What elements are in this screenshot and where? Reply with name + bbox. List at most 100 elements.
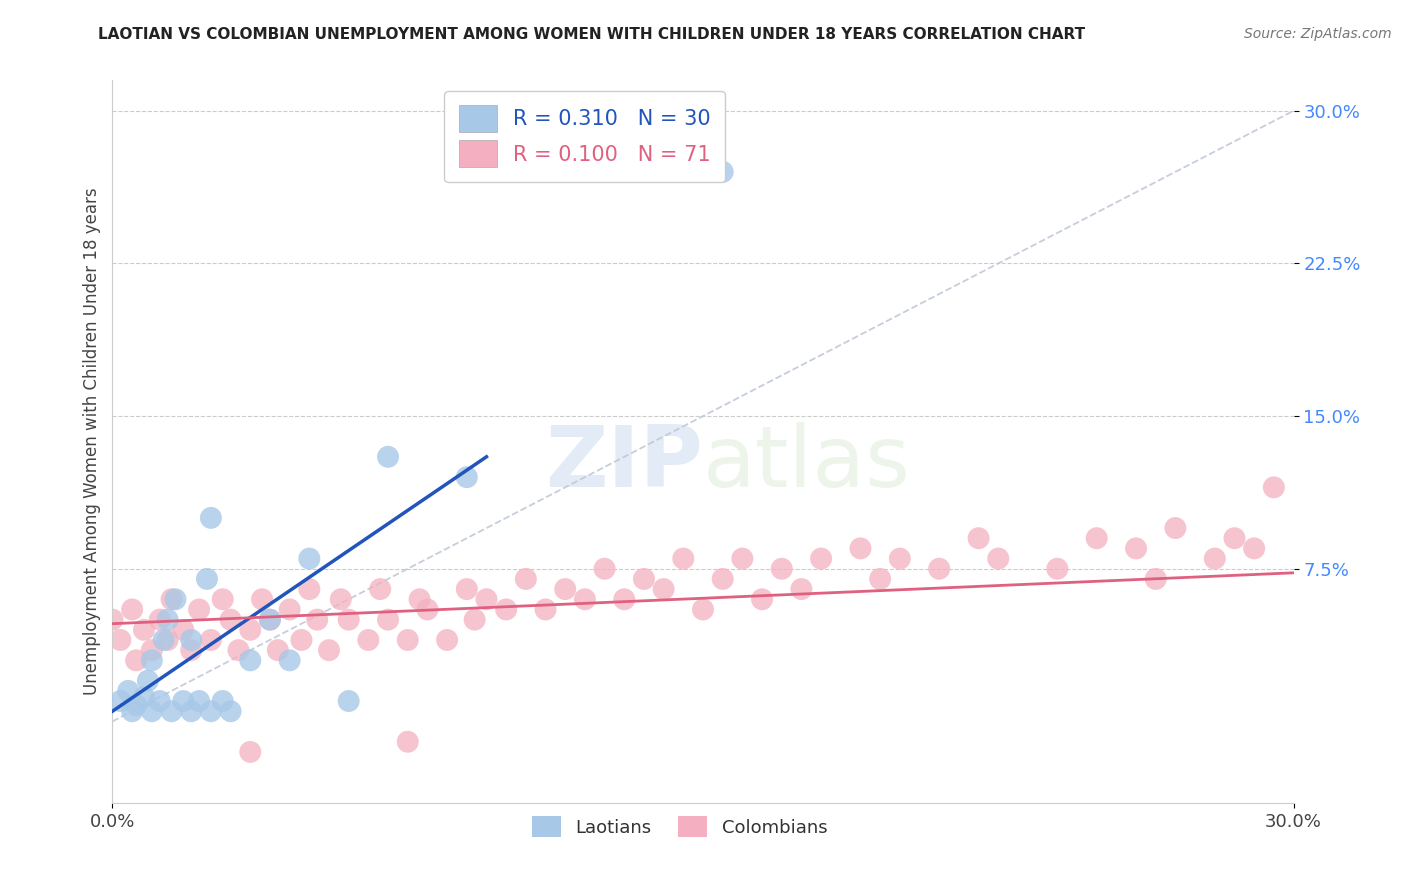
- Point: [250, 592, 273, 607]
- Point: [368, 582, 391, 596]
- Point: [132, 623, 155, 637]
- Point: [377, 613, 399, 627]
- Text: Source: ZipAtlas.com: Source: ZipAtlas.com: [1244, 27, 1392, 41]
- Point: [307, 613, 329, 627]
- Point: [219, 613, 242, 627]
- Point: [110, 632, 132, 647]
- Point: [1223, 531, 1246, 545]
- Point: [515, 572, 537, 586]
- Point: [117, 684, 139, 698]
- Point: [290, 632, 312, 647]
- Point: [318, 643, 340, 657]
- Point: [1046, 562, 1069, 576]
- Point: [195, 572, 218, 586]
- Point: [408, 592, 430, 607]
- Point: [613, 592, 636, 607]
- Point: [1263, 480, 1285, 494]
- Point: [967, 531, 990, 545]
- Point: [267, 643, 290, 657]
- Point: [928, 562, 950, 576]
- Point: [219, 704, 242, 718]
- Y-axis label: Unemployment Among Women with Children Under 18 years: Unemployment Among Women with Children U…: [83, 187, 101, 696]
- Point: [298, 582, 321, 596]
- Point: [180, 643, 202, 657]
- Point: [1144, 572, 1167, 586]
- Point: [672, 551, 695, 566]
- Point: [152, 632, 174, 647]
- Point: [180, 704, 202, 718]
- Point: [337, 613, 360, 627]
- Point: [110, 694, 132, 708]
- Text: ZIP: ZIP: [546, 422, 703, 505]
- Point: [416, 602, 439, 616]
- Text: LAOTIAN VS COLOMBIAN UNEMPLOYMENT AMONG WOMEN WITH CHILDREN UNDER 18 YEARS CORRE: LAOTIAN VS COLOMBIAN UNEMPLOYMENT AMONG …: [98, 27, 1085, 42]
- Point: [869, 572, 891, 586]
- Point: [711, 165, 734, 179]
- Point: [711, 572, 734, 586]
- Point: [987, 551, 1010, 566]
- Point: [790, 582, 813, 596]
- Point: [278, 602, 301, 616]
- Point: [475, 592, 498, 607]
- Legend: Laotians, Colombians: Laotians, Colombians: [524, 809, 834, 845]
- Point: [731, 551, 754, 566]
- Point: [141, 704, 163, 718]
- Point: [1085, 531, 1108, 545]
- Point: [692, 602, 714, 616]
- Point: [574, 592, 596, 607]
- Point: [329, 592, 352, 607]
- Point: [180, 632, 202, 647]
- Point: [239, 623, 262, 637]
- Point: [125, 653, 148, 667]
- Point: [132, 690, 155, 704]
- Point: [239, 745, 262, 759]
- Point: [160, 592, 183, 607]
- Point: [259, 613, 281, 627]
- Point: [156, 613, 179, 627]
- Point: [149, 694, 172, 708]
- Point: [278, 653, 301, 667]
- Point: [200, 511, 222, 525]
- Point: [456, 470, 478, 484]
- Point: [593, 562, 616, 576]
- Point: [751, 592, 773, 607]
- Point: [436, 632, 458, 647]
- Point: [889, 551, 911, 566]
- Text: atlas: atlas: [703, 422, 911, 505]
- Point: [337, 694, 360, 708]
- Point: [554, 582, 576, 596]
- Point: [298, 551, 321, 566]
- Point: [633, 572, 655, 586]
- Point: [456, 582, 478, 596]
- Point: [165, 592, 187, 607]
- Point: [121, 704, 143, 718]
- Point: [849, 541, 872, 556]
- Point: [1125, 541, 1147, 556]
- Point: [141, 643, 163, 657]
- Point: [172, 694, 194, 708]
- Point: [160, 704, 183, 718]
- Point: [149, 613, 172, 627]
- Point: [200, 704, 222, 718]
- Point: [810, 551, 832, 566]
- Point: [121, 602, 143, 616]
- Point: [396, 735, 419, 749]
- Point: [464, 613, 486, 627]
- Point: [172, 623, 194, 637]
- Point: [200, 632, 222, 647]
- Point: [211, 592, 233, 607]
- Point: [141, 653, 163, 667]
- Point: [211, 694, 233, 708]
- Point: [188, 602, 211, 616]
- Point: [156, 632, 179, 647]
- Point: [770, 562, 793, 576]
- Point: [188, 694, 211, 708]
- Point: [357, 632, 380, 647]
- Point: [125, 698, 148, 712]
- Point: [1243, 541, 1265, 556]
- Point: [652, 582, 675, 596]
- Point: [396, 632, 419, 647]
- Point: [239, 653, 262, 667]
- Point: [136, 673, 159, 688]
- Point: [228, 643, 250, 657]
